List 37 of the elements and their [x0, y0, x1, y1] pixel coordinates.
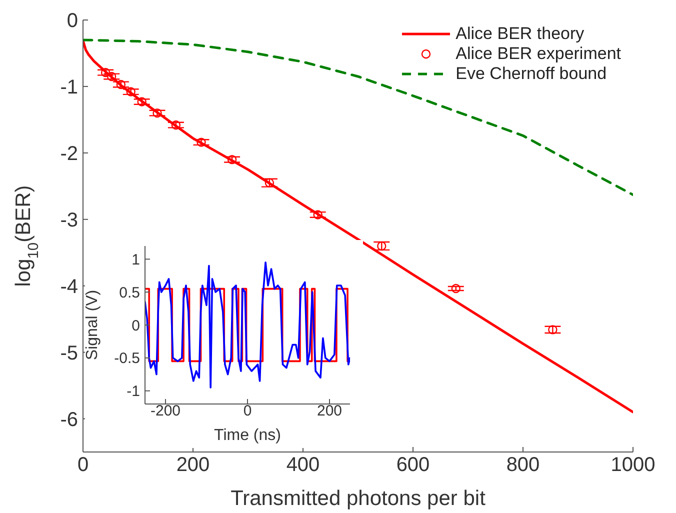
y-tick-label: -0.5 — [114, 350, 140, 368]
point — [313, 210, 322, 220]
y-tick-label: -6 — [60, 408, 78, 431]
x-tick-label: 600 — [396, 454, 430, 476]
y-axis-title: Signal (V) — [84, 290, 101, 360]
point — [264, 178, 274, 188]
x-tick-label: 0 — [243, 402, 252, 420]
y-tick-label: -5 — [60, 342, 78, 364]
y-tick-label: 0 — [66, 10, 78, 32]
x-tick-label: 200 — [316, 402, 342, 420]
x-tick-label: 1000 — [610, 454, 656, 476]
x-tick-label: -200 — [150, 402, 181, 420]
legend-label: Alice BER theory — [456, 24, 584, 44]
y-tick-label: 1 — [132, 251, 140, 268]
y-tick-label: -1 — [126, 383, 140, 400]
x-axis-title: Transmitted photons per bit — [230, 487, 486, 510]
x-tick-label: 400 — [286, 454, 320, 476]
legend-label: Alice BER experiment — [456, 44, 621, 64]
y-tick-label: -4 — [60, 276, 78, 298]
y-tick-label: -3 — [60, 209, 78, 232]
y-tick-label: -2 — [60, 143, 78, 166]
y-tick-label: -1 — [60, 76, 78, 99]
x-tick-label: 200 — [176, 454, 210, 476]
point — [548, 325, 558, 334]
x-tick-label: 800 — [506, 454, 540, 476]
point — [152, 108, 162, 118]
y-tick-label: 0 — [132, 317, 140, 334]
point — [451, 284, 460, 294]
legend-label: Eve Chernoff bound — [456, 64, 607, 84]
y-tick-label: 0.5 — [119, 284, 140, 302]
line-series — [145, 262, 350, 388]
point — [171, 120, 181, 130]
x-axis-title: Time (ns) — [214, 427, 281, 444]
point — [227, 154, 237, 164]
point — [137, 97, 146, 106]
point — [196, 138, 206, 147]
point — [377, 241, 386, 251]
